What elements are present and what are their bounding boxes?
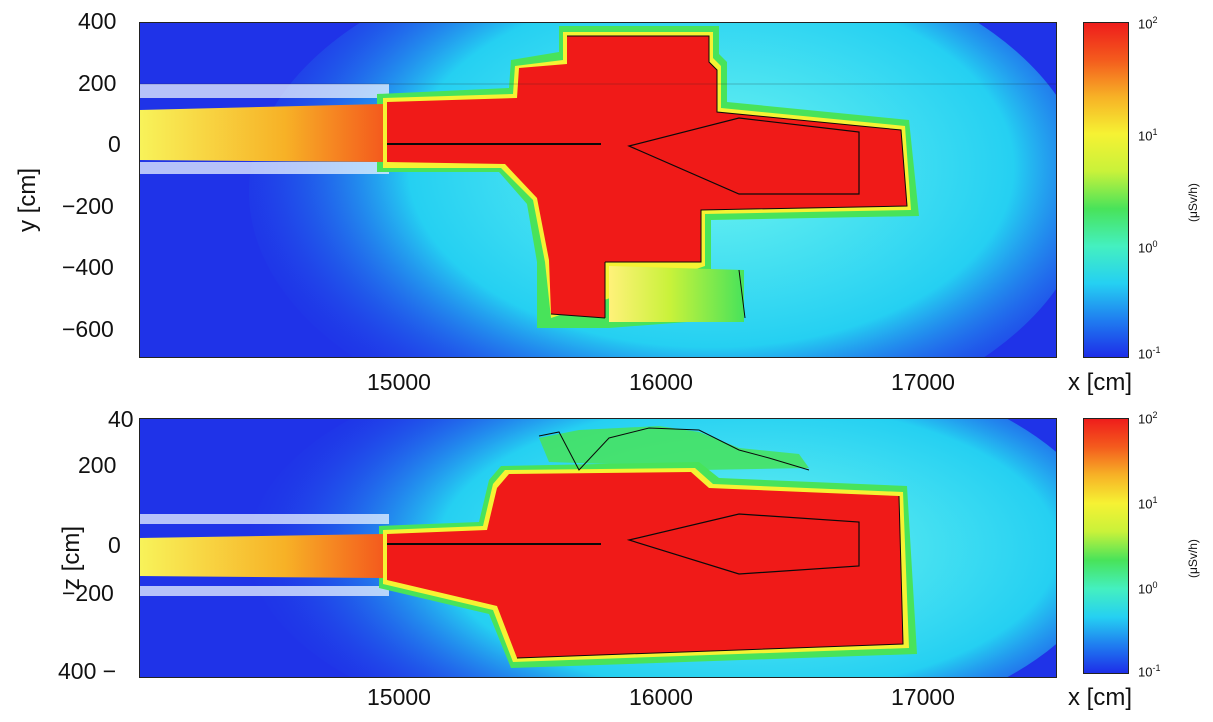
colorbar-tick: 102 <box>1138 15 1158 32</box>
x-axis-title: x [cm] <box>1068 684 1132 711</box>
y-tick: 400 <box>78 8 117 34</box>
colorbar-gradient <box>1083 418 1129 674</box>
side-room-contour <box>550 262 746 319</box>
z-tick: 40 <box>108 406 134 432</box>
colorbar-fill <box>1083 22 1129 358</box>
x-tick: 16000 <box>629 684 693 710</box>
z-tick: 0 <box>108 532 121 558</box>
beam-line <box>139 104 383 162</box>
beam-line <box>139 534 383 578</box>
colorbar-tick: 10-1 <box>1138 345 1161 362</box>
z-axis-title: z [cm] <box>58 526 85 590</box>
roof-contour <box>538 427 810 471</box>
colorbar-tick: 101 <box>1138 495 1158 512</box>
colorbar-tick: 10-1 <box>1138 663 1161 680</box>
core-contour <box>516 495 904 659</box>
x-tick: 17000 <box>891 369 955 395</box>
z-tick: 200 <box>78 452 117 478</box>
x-axis-title: x [cm] <box>1068 369 1132 396</box>
colorbar-tick: 100 <box>1138 580 1158 597</box>
xy-dose-map <box>139 22 1057 358</box>
core-contour <box>567 35 908 263</box>
lower-scatter-band <box>139 162 389 174</box>
x-tick: 15000 <box>367 369 431 395</box>
xz-dose-map <box>139 418 1057 678</box>
upper-scatter-band <box>139 514 389 524</box>
colorbar-tick: 102 <box>1138 410 1158 427</box>
y-tick: 0 <box>108 131 121 157</box>
y-tick: 200 <box>78 70 117 96</box>
z-tick: 400 − <box>58 658 117 684</box>
z-tick: −200 <box>62 580 114 606</box>
colorbar-tick: 100 <box>1138 239 1158 256</box>
colorbar-label: (μSv/h) <box>1186 183 1200 222</box>
colorbar-gradient <box>1083 22 1129 358</box>
colorbar-fill <box>1083 418 1129 674</box>
x-tick: 15000 <box>367 684 431 710</box>
xz-map-panel: 40 200 0 −200 400 − z [cm] 15000 16000 1… <box>0 400 1213 722</box>
colorbar-tick: 101 <box>1138 127 1158 144</box>
xy-map-panel: 400 200 0 −200 −400 −600 y [cm] 15000 16… <box>14 8 1200 396</box>
colorbar-label: (μSv/h) <box>1186 539 1200 578</box>
hot-core <box>387 36 907 318</box>
y-tick: −600 <box>62 316 114 342</box>
colorbar-top <box>1083 22 1129 358</box>
target-outline <box>627 117 860 195</box>
xy-dose-map-svg <box>139 22 1057 358</box>
colorbar-bottom <box>1083 418 1129 674</box>
roof-leak <box>539 426 809 470</box>
side-room <box>609 266 744 322</box>
y-tick: −200 <box>62 193 114 219</box>
target-outline <box>626 513 860 575</box>
y-axis-title: y [cm] <box>14 168 41 232</box>
y-tick: −400 <box>62 254 114 280</box>
x-tick: 16000 <box>629 369 693 395</box>
hot-core <box>387 472 903 658</box>
lower-scatter-band <box>139 586 389 596</box>
upper-scatter-band <box>139 84 389 98</box>
x-tick: 17000 <box>891 684 955 710</box>
xz-dose-map-svg <box>139 418 1057 678</box>
